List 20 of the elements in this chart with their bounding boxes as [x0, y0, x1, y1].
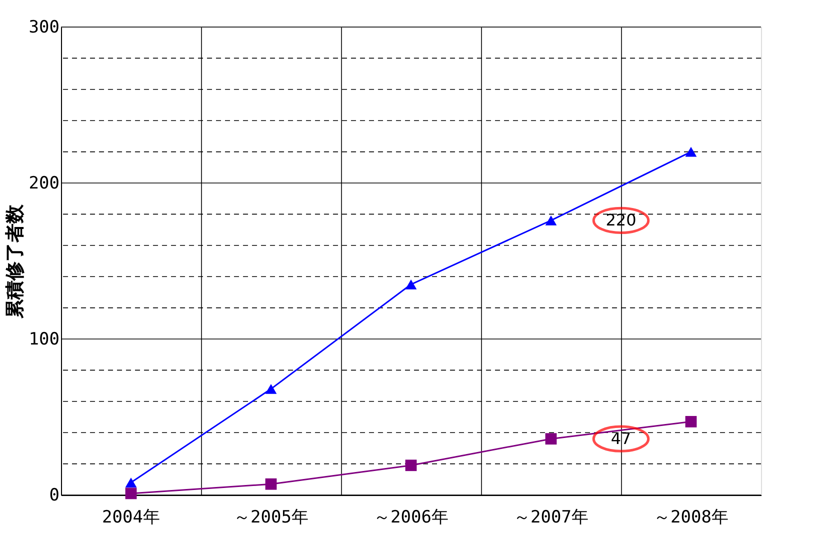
y-tick-label: 200 — [28, 174, 60, 194]
point — [685, 146, 697, 157]
x-tick-label: ～2007年 — [514, 508, 588, 528]
y-tick-label: 0 — [49, 486, 60, 506]
point — [125, 488, 137, 500]
point — [125, 478, 137, 488]
point — [265, 478, 277, 490]
x-tick-label: ～2006年 — [374, 508, 448, 528]
point — [405, 279, 417, 290]
point — [405, 460, 417, 472]
x-tick-label: ～2005年 — [234, 508, 308, 528]
point — [545, 433, 557, 445]
y-tick-label: 100 — [28, 330, 60, 350]
point — [545, 216, 557, 226]
point — [685, 416, 697, 428]
x-tick-label: 2004年 — [102, 508, 160, 528]
y-tick-label: 300 — [28, 18, 60, 38]
x-tick-label: ～2008年 — [654, 508, 728, 528]
point — [265, 384, 277, 394]
y-axis-title: 累積修了者数 — [4, 204, 26, 320]
